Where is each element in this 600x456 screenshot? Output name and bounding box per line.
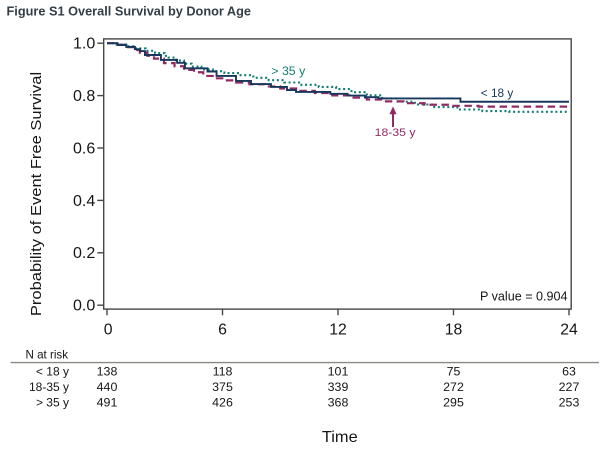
svg-text:> 35 y: > 35 y bbox=[36, 396, 69, 410]
svg-text:6: 6 bbox=[218, 321, 227, 338]
svg-text:< 18 y: < 18 y bbox=[36, 365, 69, 379]
svg-text:> 35 y: > 35 y bbox=[271, 65, 305, 78]
svg-text:253: 253 bbox=[559, 396, 580, 410]
svg-text:N at risk: N at risk bbox=[26, 348, 69, 362]
svg-text:0.8: 0.8 bbox=[73, 88, 95, 105]
svg-text:63: 63 bbox=[562, 365, 576, 379]
svg-text:426: 426 bbox=[212, 396, 233, 410]
svg-text:18-35 y: 18-35 y bbox=[29, 380, 69, 394]
svg-text:12: 12 bbox=[329, 321, 347, 338]
svg-text:Time: Time bbox=[322, 429, 358, 446]
svg-text:440: 440 bbox=[97, 380, 118, 394]
svg-text:339: 339 bbox=[328, 380, 349, 394]
svg-text:0.2: 0.2 bbox=[73, 245, 95, 262]
svg-text:0.0: 0.0 bbox=[73, 298, 95, 315]
svg-text:P value = 0.904: P value = 0.904 bbox=[480, 290, 568, 304]
svg-text:75: 75 bbox=[447, 365, 461, 379]
svg-text:1.0: 1.0 bbox=[73, 36, 95, 53]
svg-text:24: 24 bbox=[560, 321, 578, 338]
svg-text:< 18 y: < 18 y bbox=[481, 87, 514, 100]
svg-text:138: 138 bbox=[97, 365, 118, 379]
svg-text:101: 101 bbox=[328, 365, 349, 379]
svg-text:375: 375 bbox=[212, 380, 233, 394]
svg-text:Probability of Event Free Surv: Probability of Event Free Survival bbox=[28, 72, 45, 316]
svg-text:368: 368 bbox=[328, 396, 349, 410]
svg-text:295: 295 bbox=[443, 396, 464, 410]
svg-text:272: 272 bbox=[443, 380, 464, 394]
svg-text:0: 0 bbox=[104, 321, 113, 338]
svg-text:18: 18 bbox=[445, 321, 463, 338]
svg-text:Figure S1 Overall Survival by: Figure S1 Overall Survival by Donor Age bbox=[7, 4, 252, 19]
svg-text:118: 118 bbox=[213, 365, 233, 379]
svg-text:0.6: 0.6 bbox=[73, 140, 95, 157]
svg-text:0.4: 0.4 bbox=[73, 193, 96, 210]
svg-text:491: 491 bbox=[97, 396, 118, 410]
svg-text:18-35 y: 18-35 y bbox=[375, 127, 416, 139]
svg-text:227: 227 bbox=[559, 380, 580, 394]
